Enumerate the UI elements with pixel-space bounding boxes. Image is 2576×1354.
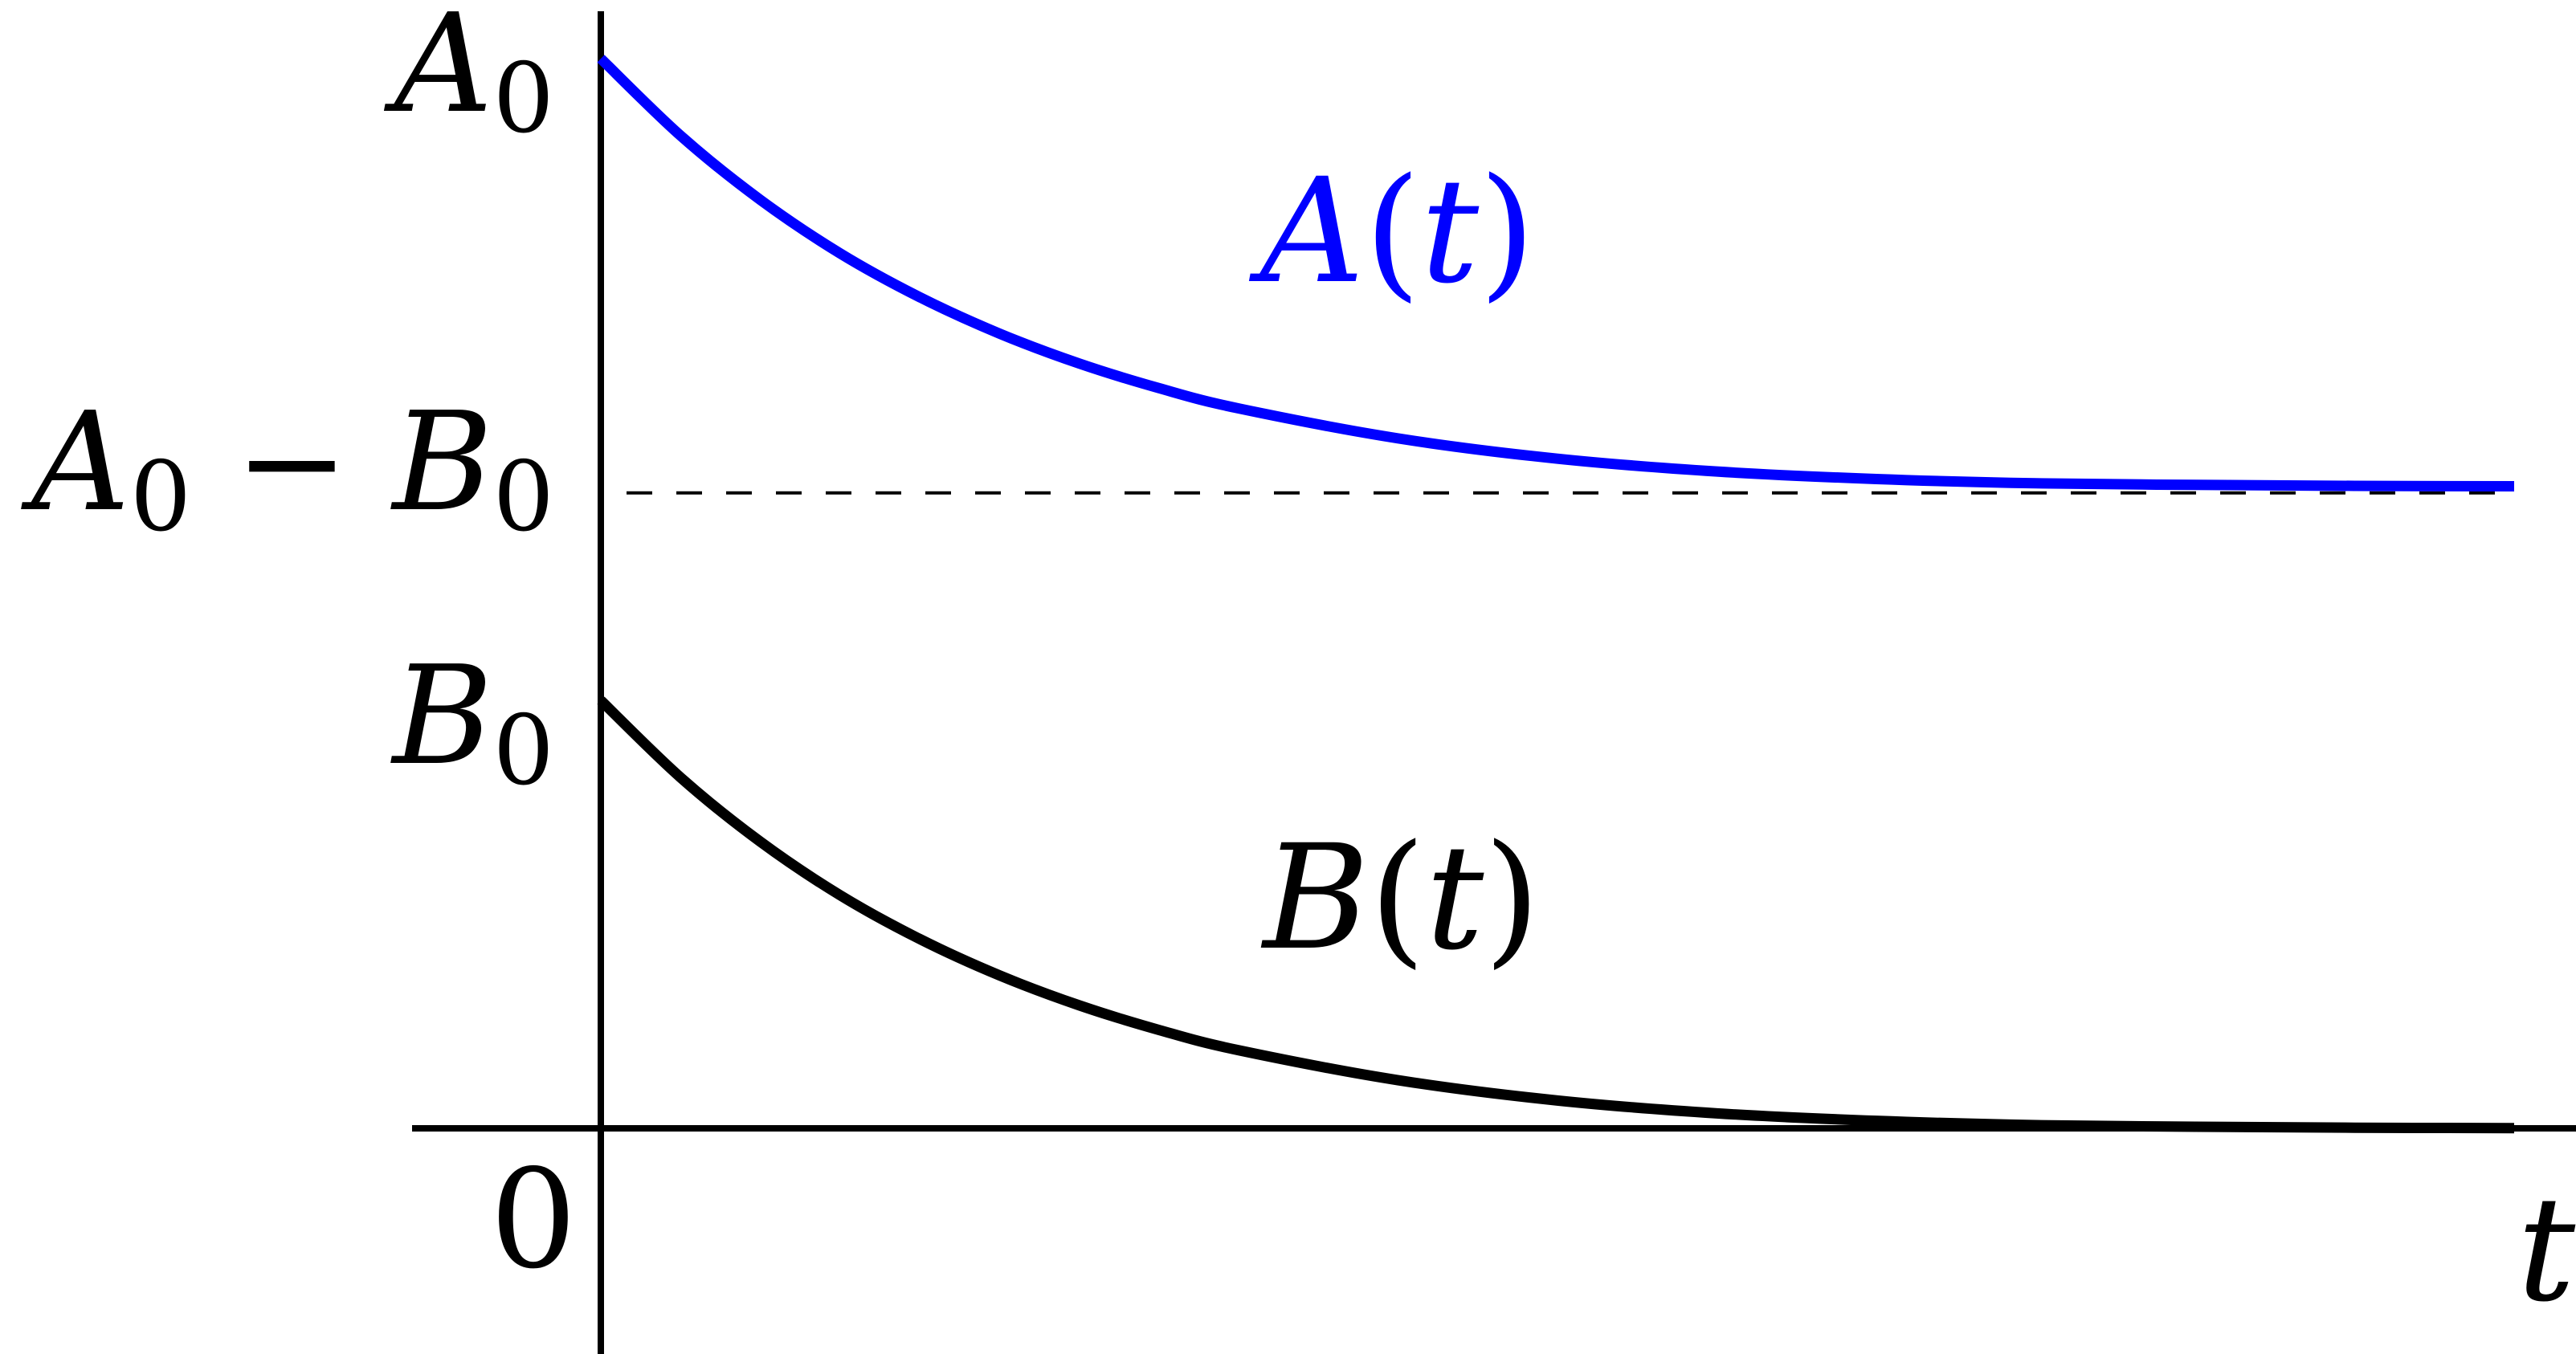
x-axis-label: t — [2517, 1166, 2576, 1334]
ytick-a0-minus-b0: A0 − B0 — [21, 383, 554, 553]
ytick-a0: A0 — [384, 0, 554, 155]
series-label-a: A(t) — [1249, 148, 1536, 316]
ytick-b0: B0 — [390, 637, 554, 807]
labels: A0 A0 − B0 B0 0 t A(t) B(t) — [21, 0, 2576, 1334]
series-line-b — [597, 696, 2515, 1134]
series-lines — [597, 55, 2515, 1134]
series-line-a — [597, 55, 2515, 492]
xtick-zero: 0 — [490, 1140, 577, 1299]
series-label-b: B(t) — [1260, 814, 1540, 982]
